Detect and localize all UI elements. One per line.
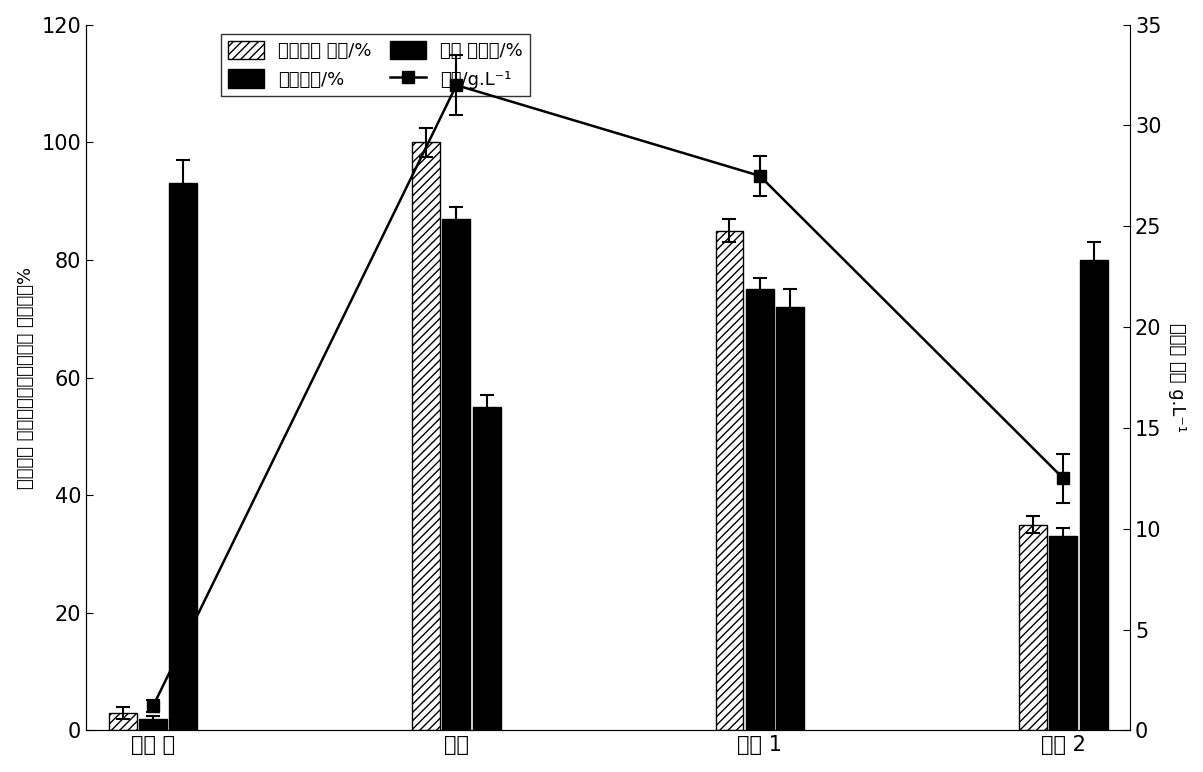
Bar (108, 713, 137, 730)
Bar (746, 290, 774, 730)
Bar (1079, 260, 1108, 730)
Bar (1049, 537, 1077, 730)
Bar (140, 719, 167, 730)
Bar (716, 231, 743, 730)
Bar (443, 218, 470, 730)
Y-axis label: 乙醇浓 度／ g.L⁻¹: 乙醇浓 度／ g.L⁻¹ (1168, 323, 1186, 432)
Bar (776, 307, 804, 730)
Bar (1019, 525, 1047, 730)
Bar (473, 407, 500, 730)
Legend: 葡萄糖转 化率/%, 乙醇收率/%, 细胞 死亡率/%, 乙醇/g.L⁻¹: 葡萄糖转 化率/%, 乙醇收率/%, 细胞 死亡率/%, 乙醇/g.L⁻¹ (220, 34, 531, 96)
Bar (170, 184, 197, 730)
Y-axis label: 葡萄糖转 化率、乙醇收率、细胞 死亡率／%: 葡萄糖转 化率、乙醇收率、细胞 死亡率／% (17, 266, 35, 489)
Bar (413, 142, 440, 730)
